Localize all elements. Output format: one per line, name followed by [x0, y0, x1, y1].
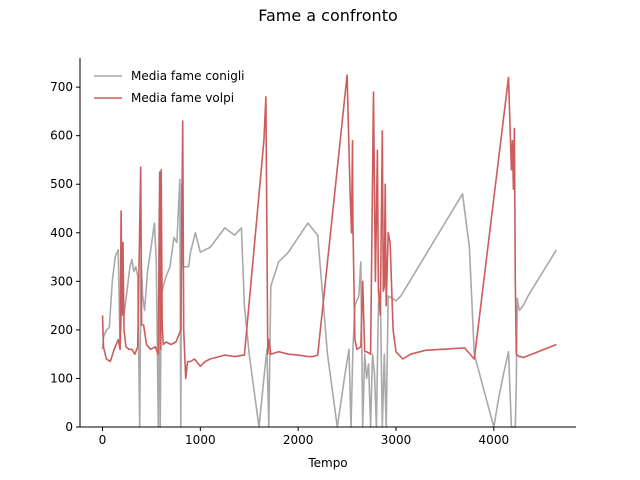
x-tick-label: 1000	[185, 433, 216, 447]
y-tick-label: 100	[50, 371, 73, 385]
y-tick-label: 500	[50, 177, 73, 191]
axes	[79, 58, 576, 428]
y-tick-label: 700	[50, 80, 73, 94]
x-ticks: 0 1000 2000 3000 4000	[99, 427, 509, 447]
chart-title: Fame a confronto	[258, 6, 398, 25]
series-line-volpi	[101, 74, 557, 380]
legend-label: Media fame conigli	[131, 69, 244, 83]
y-tick-label: 0	[65, 420, 73, 434]
x-axis-label: Tempo	[307, 456, 347, 470]
series-line-conigli	[101, 178, 558, 428]
x-tick-label: 0	[99, 433, 107, 447]
y-tick-label: 300	[50, 274, 73, 288]
y-tick-label: 400	[50, 226, 73, 240]
y-tick-label: 600	[50, 129, 73, 143]
x-tick-label: 3000	[381, 433, 412, 447]
series-layer	[101, 74, 558, 428]
legend-label: Media fame volpi	[131, 91, 234, 105]
x-tick-label: 2000	[283, 433, 314, 447]
x-tick-label: 4000	[479, 433, 510, 447]
y-ticks: 0 100 200 300 400 500 600 700	[50, 80, 80, 434]
y-tick-label: 200	[50, 323, 73, 337]
legend: Media fame conigli Media fame volpi	[94, 69, 244, 105]
